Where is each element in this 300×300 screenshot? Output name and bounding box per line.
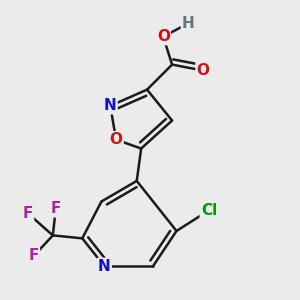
- Text: Cl: Cl: [201, 203, 217, 218]
- Text: F: F: [51, 201, 61, 216]
- Text: N: N: [98, 259, 111, 274]
- Text: O: O: [196, 63, 209, 78]
- Text: H: H: [182, 16, 195, 31]
- Text: F: F: [28, 248, 39, 263]
- Text: N: N: [104, 98, 117, 113]
- Text: O: O: [110, 132, 123, 147]
- Text: F: F: [22, 206, 33, 221]
- Text: O: O: [157, 29, 170, 44]
